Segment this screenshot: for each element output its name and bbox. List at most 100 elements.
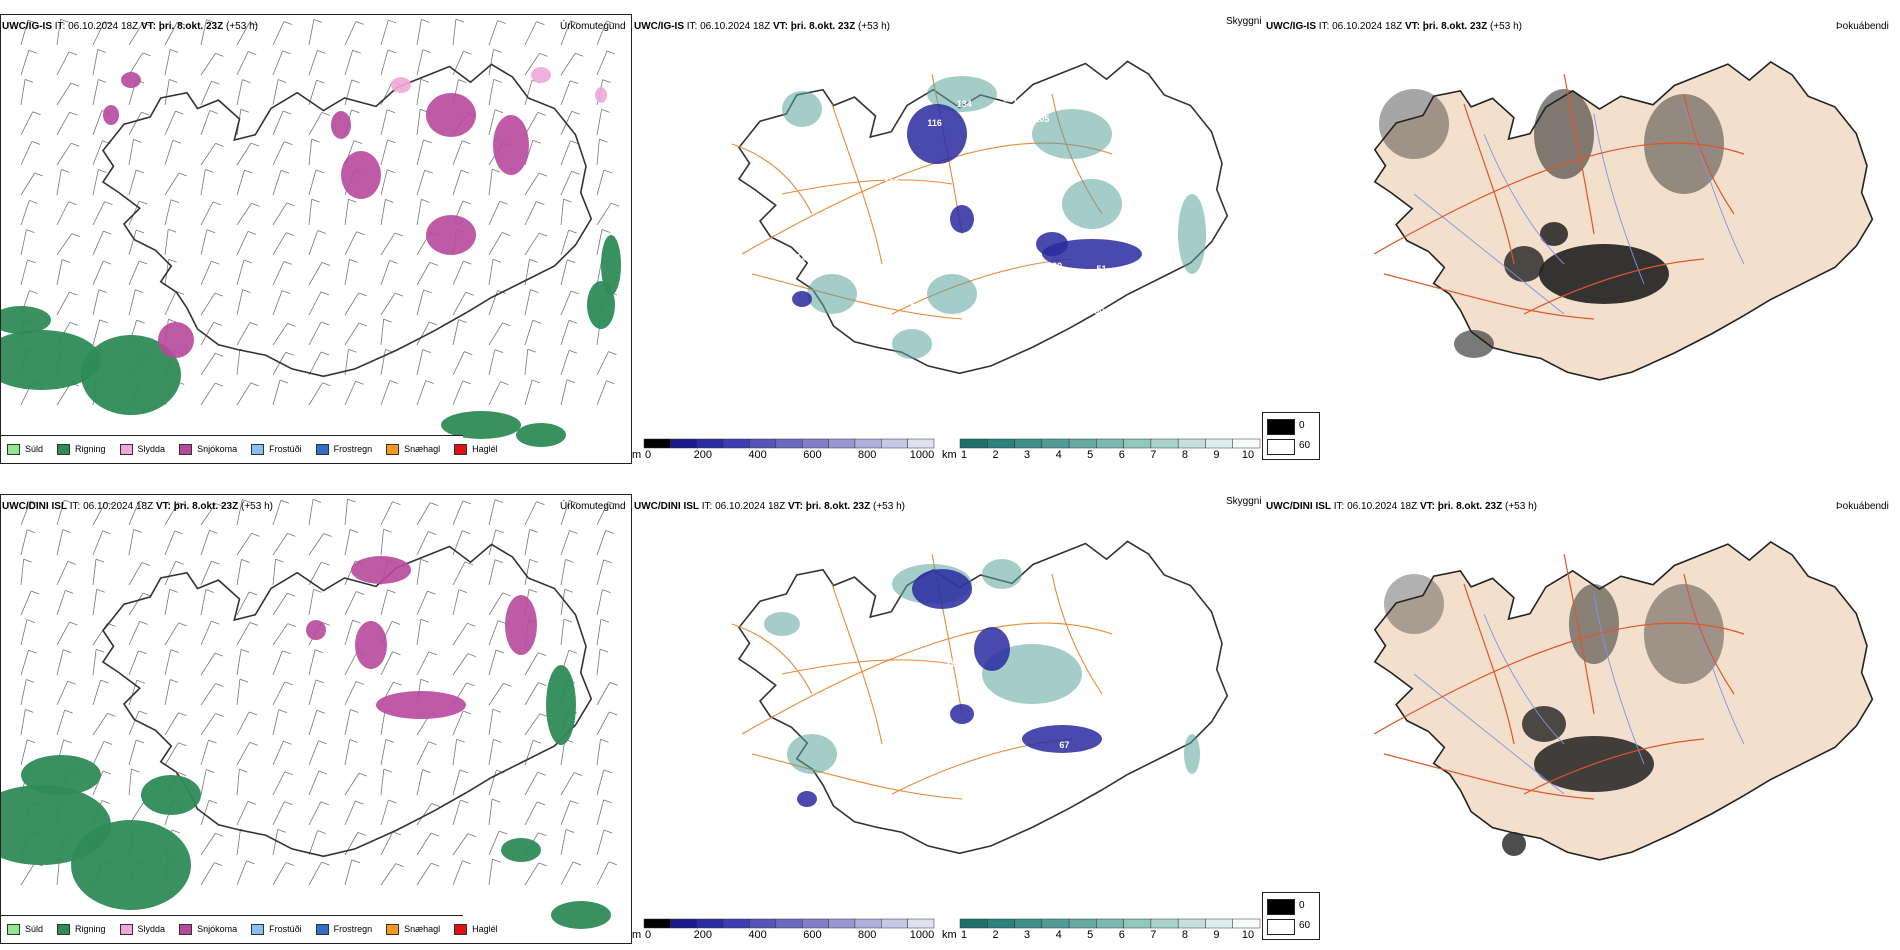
wind-barb-flag	[248, 711, 258, 716]
wind-barb	[236, 649, 242, 676]
wind-barb	[488, 290, 498, 316]
wind-barb	[164, 291, 177, 316]
wind-barb	[200, 713, 216, 736]
fog-legend-label: 60	[1299, 920, 1311, 931]
wind-barb	[596, 799, 605, 826]
wind-barb-flag	[277, 829, 286, 833]
wind-barb-flag	[138, 710, 148, 715]
wind-barb	[380, 831, 394, 856]
wind-barb	[416, 803, 432, 826]
wind-barb-flag	[177, 21, 186, 26]
wind-barb	[272, 650, 283, 676]
scale-tick-label: 2	[992, 929, 999, 941]
scale-cell	[696, 918, 724, 929]
wind-barb-flag	[420, 78, 429, 83]
scale-bar	[643, 438, 935, 449]
wind-barb-flag	[430, 502, 439, 506]
wind-barb-flag	[69, 322, 79, 326]
cloudbase-area	[974, 627, 1010, 671]
wind-barb	[20, 500, 31, 526]
wind-barb-flag	[538, 682, 547, 686]
wind-barb	[560, 800, 571, 826]
fog-legend-swatch	[1267, 899, 1295, 915]
wind-barb-flag	[467, 653, 476, 658]
scale-tick-label: 200	[693, 929, 712, 941]
wind-barb	[92, 741, 105, 766]
wind-barb-flag	[30, 590, 40, 595]
wind-barb-flag	[96, 588, 105, 593]
wind-barb-flag	[68, 51, 78, 56]
wind-barb-flag	[570, 140, 579, 145]
wind-barb-flag	[430, 832, 440, 837]
wind-barb-flag	[492, 708, 502, 713]
road	[1563, 73, 1595, 235]
wind-barb	[128, 139, 134, 166]
wind-barb	[452, 292, 467, 316]
wind-barb	[380, 799, 389, 826]
wind-barb-flag	[502, 322, 511, 327]
wind-barb-flag	[532, 139, 541, 144]
fog-panel-1	[1264, 14, 1900, 462]
scale-cell	[775, 918, 803, 929]
precip-legend-1: Súld Rigning Slydda Snjókoma Frostúði Frostre…	[1, 435, 498, 462]
wind-barb-flag	[286, 202, 295, 207]
wind-barb-flag	[603, 799, 612, 804]
road	[1523, 258, 1705, 315]
wind-barb-flag	[358, 292, 367, 297]
wind-barb	[308, 351, 322, 376]
header-cloud-2: UWC/DINI ISL IT: 06.10.2024 18Z VT: þri.…	[634, 501, 905, 512]
scale-tick-label: 9	[1213, 929, 1220, 941]
wind-barb-flag	[358, 772, 368, 777]
wind-barb-flag	[141, 562, 151, 566]
wind-barb	[560, 320, 570, 346]
iceland-outline	[101, 543, 593, 858]
wind-barb	[92, 230, 104, 256]
wind-barb-flag	[283, 261, 293, 265]
visibility-area	[892, 329, 932, 359]
wind-barb-flag	[168, 258, 177, 263]
scale-tick-label: 1000	[909, 449, 935, 461]
fog-shading	[1644, 584, 1724, 684]
wind-barb	[164, 561, 177, 586]
wind-barb	[488, 830, 500, 856]
fog-map-1	[1373, 60, 1874, 381]
wind-barb-flag	[178, 772, 187, 777]
wind-barb-flag	[427, 590, 436, 595]
wind-barb-flag	[568, 349, 578, 354]
wind-barb	[416, 349, 424, 376]
wind-barb	[272, 21, 285, 46]
scale-cell	[749, 438, 777, 449]
wind-barb-flag	[215, 832, 224, 837]
wind-barb-flag	[599, 138, 608, 143]
cloudbase-area	[1022, 725, 1102, 753]
wind-barb	[308, 861, 322, 886]
river	[1683, 103, 1745, 265]
wind-barb	[524, 713, 541, 736]
legend-label: Súld	[25, 444, 44, 454]
wind-barb-flag	[211, 260, 220, 265]
cloudbase-value-label: 105	[987, 221, 1002, 231]
cloudbase-value-label: 111	[796, 329, 810, 339]
wind-barb	[200, 143, 216, 166]
wind-barb-flag	[537, 771, 546, 776]
road	[1523, 738, 1705, 795]
wind-barb	[524, 21, 537, 46]
wind-barb-flag	[211, 560, 220, 565]
wind-barb-flag	[355, 380, 364, 385]
wind-barb	[560, 772, 575, 796]
wind-barb-flag	[423, 289, 432, 294]
river	[1483, 613, 1565, 745]
visibility-area	[807, 274, 857, 314]
cloudbase-area	[912, 569, 972, 609]
wind-barb-flag	[26, 229, 35, 233]
wind-barb-flag	[105, 501, 114, 506]
wind-barb-flag	[30, 500, 39, 505]
wind-barb-flag	[24, 78, 34, 83]
scale-tick-label: 3	[1024, 449, 1031, 461]
wind-barb-flag	[600, 738, 609, 743]
fog-shading	[1454, 330, 1494, 358]
sleet-area	[595, 87, 607, 103]
wind-barb-flag	[107, 713, 116, 717]
wind-barb-flag	[349, 739, 358, 743]
wind-barb	[560, 290, 572, 316]
